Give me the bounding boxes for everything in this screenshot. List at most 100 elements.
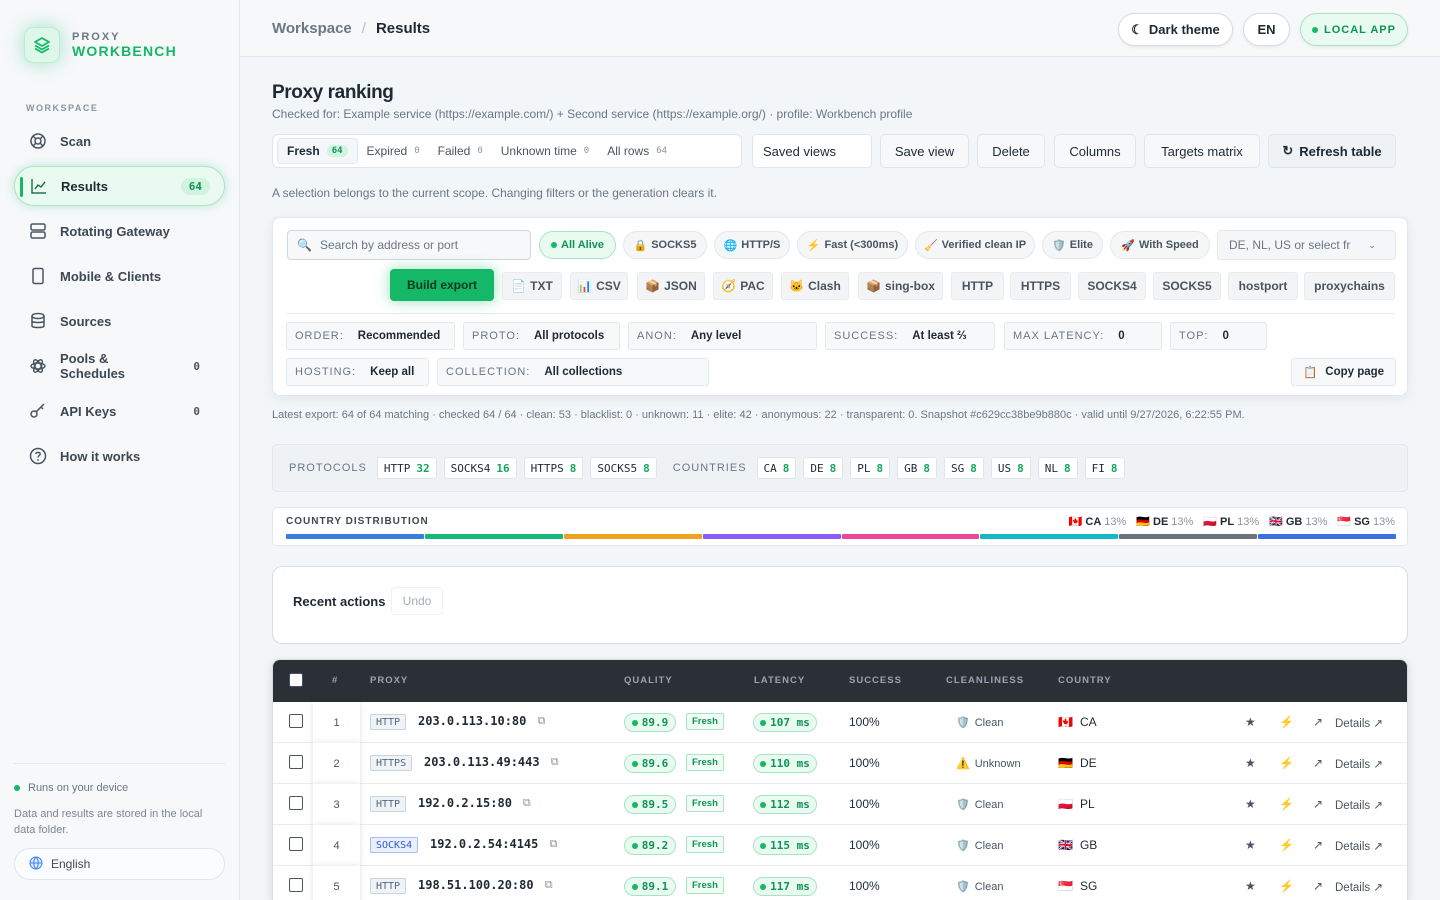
refresh-table-button[interactable]: ↻ Refresh table [1268,134,1396,168]
country-tag[interactable]: NL 8 [1037,457,1078,479]
protocol-tag[interactable]: SOCKS5 8 [590,457,657,479]
col-country[interactable]: COUNTRY [1058,675,1112,686]
lightning-icon[interactable]: ⚡ [1279,756,1294,770]
format-csv[interactable]: 📊 CSV [570,272,628,300]
sidebar-item-sources[interactable]: Sources [14,301,225,341]
success-filter[interactable]: SUCCESS: At least ⅔ [825,322,995,350]
country-tag[interactable]: SG 8 [944,457,984,479]
chip-https[interactable]: 🌐 HTTP/S [714,231,790,259]
lightning-icon[interactable]: ⚡ [1279,838,1294,852]
star-icon[interactable]: ★ [1245,797,1256,811]
tab-unknown-time[interactable]: Unknown time 0 [492,138,598,164]
build-export-button[interactable]: Build export [390,269,494,301]
country-tag[interactable]: FI 8 [1084,457,1125,479]
details-link[interactable]: Details ↗ [1335,759,1383,771]
external-link-icon[interactable]: ↗ [1313,715,1324,729]
tab-fresh[interactable]: Fresh 64 [277,138,358,164]
lightning-icon[interactable]: ⚡ [1279,715,1294,729]
col-success[interactable]: SUCCESS [849,675,902,686]
proxy-address[interactable]: 198.51.100.20:80 [418,878,534,892]
star-icon[interactable]: ★ [1245,756,1256,770]
row-checkbox[interactable] [289,755,303,769]
col-quality[interactable]: QUALITY [624,675,673,686]
chip-all-alive[interactable]: All Alive [539,231,616,259]
country-tag[interactable]: GB 8 [897,457,938,479]
table-row[interactable]: 2 HTTPS 203.0.113.49:443 ⧉ 89.6 Fresh 11… [273,743,1407,784]
format-clash[interactable]: 🐱 Clash [781,272,849,300]
save-view-button[interactable]: Save view [880,134,969,168]
copy-icon[interactable]: ⧉ [537,715,546,727]
table-row[interactable]: 5 HTTP 198.51.100.20:80 ⧉ 89.1 Fresh 117… [273,866,1407,900]
collection-filter[interactable]: COLLECTION: All collections [437,358,709,386]
proxy-address[interactable]: 203.0.113.10:80 [418,714,527,728]
sidebar-item-api-keys[interactable]: API Keys 0 [14,391,225,431]
sidebar-item-mobile-clients[interactable]: Mobile & Clients [14,256,225,296]
copy-icon[interactable]: ⧉ [544,879,553,891]
tab-all-rows[interactable]: All rows 64 [598,138,676,164]
delete-view-button[interactable]: Delete [977,134,1045,168]
breadcrumb-root[interactable]: Workspace [272,20,352,37]
copy-icon[interactable]: ⧉ [550,756,559,768]
proxy-address[interactable]: 192.0.2.54:4145 [430,837,539,851]
anonymity-filter[interactable]: ANON: Any level [628,322,817,350]
language-button[interactable]: EN [1243,13,1290,46]
saved-views-select[interactable]: Saved views [752,134,872,168]
search-input[interactable]: 🔍 Search by address or port [287,230,531,260]
copy-icon[interactable]: ⧉ [549,838,558,850]
chip-fast[interactable]: ⚡ Fast (<300ms) [797,231,908,259]
table-row[interactable]: 1 HTTP 203.0.113.10:80 ⧉ 89.9 Fresh 107 … [273,702,1407,743]
country-tag[interactable]: CA 8 [756,457,797,479]
country-tag[interactable]: PL 8 [850,457,891,479]
star-icon[interactable]: ★ [1245,715,1256,729]
proxy-address[interactable]: 203.0.113.49:443 [424,755,540,769]
top-input[interactable]: TOP: 0 [1170,322,1267,350]
protocol-tag[interactable]: HTTP 32 [376,457,437,479]
protocol-filter[interactable]: PROTO: All protocols [463,322,620,350]
format-socks4[interactable]: SOCKS4 [1078,272,1146,300]
tab-expired[interactable]: Expired 0 [358,138,429,164]
format-proxychains[interactable]: proxychains [1304,272,1395,300]
row-checkbox[interactable] [289,878,303,892]
select-all-checkbox[interactable] [289,673,303,687]
copy-page-button[interactable]: 📋 Copy page [1291,358,1396,386]
external-link-icon[interactable]: ↗ [1313,838,1324,852]
format-sing-box[interactable]: 📦 sing-box [858,272,943,300]
tab-failed[interactable]: Failed 0 [429,138,492,164]
columns-button[interactable]: Columns [1054,134,1136,168]
format-hostport[interactable]: hostport [1228,272,1298,300]
format-http[interactable]: HTTP [951,272,1004,300]
external-link-icon[interactable]: ↗ [1313,797,1324,811]
country-tag[interactable]: US 8 [990,457,1031,479]
sidebar-item-rotating-gateway[interactable]: Rotating Gateway [14,211,225,251]
external-link-icon[interactable]: ↗ [1313,879,1324,893]
chip-with-speed[interactable]: 🚀 With Speed [1110,231,1210,259]
row-checkbox[interactable] [289,714,303,728]
external-link-icon[interactable]: ↗ [1313,756,1324,770]
format-pac[interactable]: 🧭 PAC [713,272,773,300]
order-filter[interactable]: ORDER: Recommended [286,322,455,350]
chip-socks5[interactable]: 🔒 SOCKS5 [623,231,707,259]
copy-icon[interactable]: ⧉ [522,797,531,809]
lightning-icon[interactable]: ⚡ [1279,797,1294,811]
sidebar-item-pools-schedules[interactable]: Pools & Schedules 0 [14,346,225,386]
protocol-tag[interactable]: SOCKS4 16 [443,457,517,479]
star-icon[interactable]: ★ [1245,838,1256,852]
protocol-tag[interactable]: HTTPS 8 [523,457,584,479]
format-txt[interactable]: 📄 TXT [502,272,562,300]
sidebar-item-results[interactable]: Results 64 [14,166,225,206]
hosting-filter[interactable]: HOSTING: Keep all [286,358,429,386]
details-link[interactable]: Details ↗ [1335,882,1383,894]
chip-verified-clean[interactable]: 🧹 Verified clean IP [915,231,1035,259]
format-json[interactable]: 📦 JSON [637,272,705,300]
sidebar-item-how-it-works[interactable]: How it works [14,436,225,476]
country-tag[interactable]: DE 8 [803,457,844,479]
language-selector[interactable]: English [14,848,225,880]
proxy-address[interactable]: 192.0.2.15:80 [418,796,512,810]
sidebar-item-scan[interactable]: Scan [14,121,225,161]
format-https[interactable]: HTTPS [1010,272,1071,300]
max-latency-input[interactable]: MAX LATENCY: 0 [1004,322,1162,350]
details-link[interactable]: Details ↗ [1335,841,1383,853]
targets-matrix-button[interactable]: Targets matrix [1144,134,1260,168]
table-row[interactable]: 3 HTTP 192.0.2.15:80 ⧉ 89.5 Fresh 112 ms… [273,784,1407,825]
lightning-icon[interactable]: ⚡ [1279,879,1294,893]
